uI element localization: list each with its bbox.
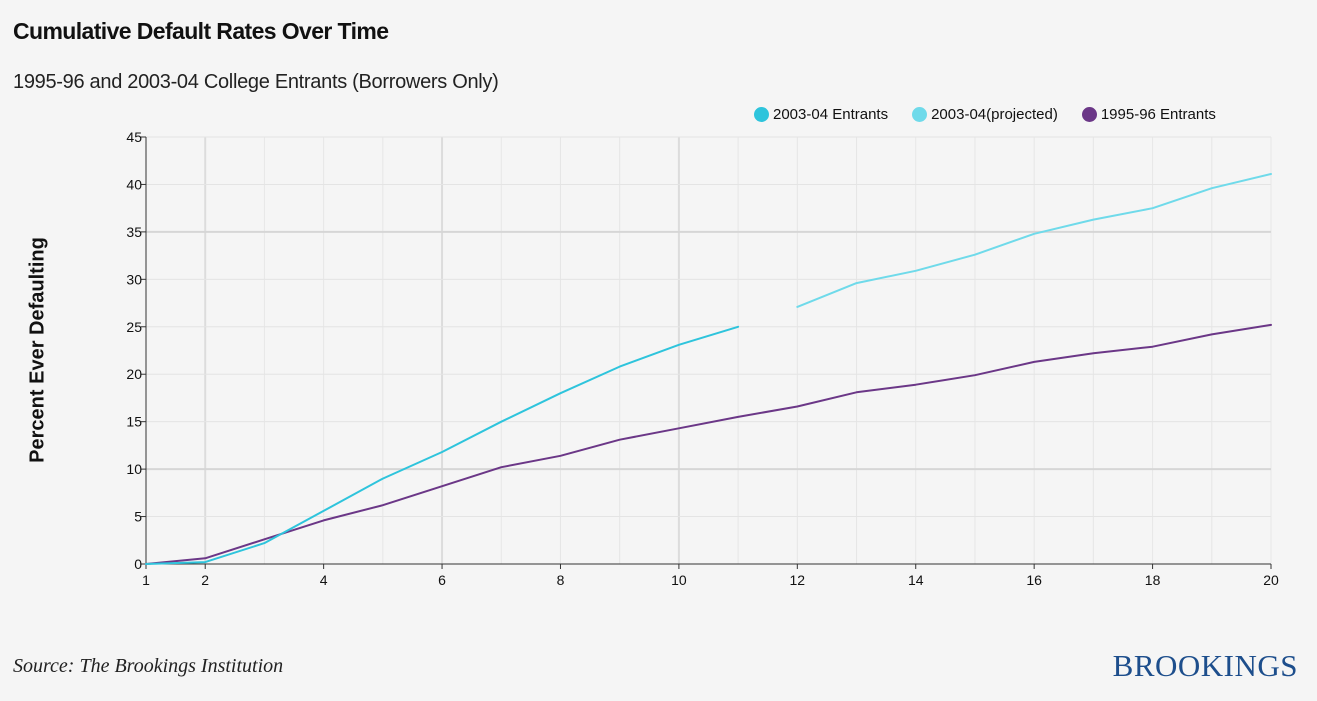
legend-label-1995-96-entrants: 1995-96 Entrants bbox=[1100, 106, 1216, 123]
x-tick-label: 6 bbox=[438, 572, 446, 588]
data-point-1995-96-entrants[interactable] bbox=[676, 425, 682, 431]
data-point-2003-04-projected[interactable] bbox=[1268, 171, 1274, 177]
data-point-2003-04-entrants[interactable] bbox=[498, 419, 504, 425]
data-point-2003-04-projected[interactable] bbox=[972, 252, 978, 258]
data-point-2003-04-projected[interactable] bbox=[913, 268, 919, 274]
series-line-2003-04-entrants bbox=[145, 325, 740, 565]
x-tick-label: 14 bbox=[908, 572, 924, 588]
y-tick-label: 25 bbox=[126, 319, 142, 335]
x-tick-label: 20 bbox=[1263, 572, 1279, 588]
y-tick-label: 15 bbox=[126, 414, 142, 430]
legend-item-1995-96-entrants[interactable]: 1995-96 Entrants bbox=[1081, 106, 1216, 123]
x-tick-label: 16 bbox=[1026, 572, 1042, 588]
data-point-2003-04-entrants[interactable] bbox=[261, 540, 267, 546]
y-tick-label: 35 bbox=[126, 224, 142, 240]
data-point-1995-96-entrants[interactable] bbox=[1150, 344, 1156, 350]
data-point-1995-96-entrants[interactable] bbox=[735, 414, 741, 420]
data-point-1995-96-entrants[interactable] bbox=[913, 382, 919, 388]
axes bbox=[141, 136, 1272, 569]
legend-marker-2003-04-projected bbox=[912, 107, 928, 122]
data-point-2003-04-entrants[interactable] bbox=[735, 324, 741, 330]
legend: 2003-04 Entrants 2003-04(projected) 1995… bbox=[754, 106, 1216, 123]
legend-label-2003-04-entrants: 2003-04 Entrants bbox=[773, 106, 889, 123]
data-point-1995-96-entrants[interactable] bbox=[321, 517, 327, 523]
data-point-2003-04-entrants[interactable] bbox=[380, 476, 386, 482]
data-point-2003-04-entrants[interactable] bbox=[202, 559, 208, 565]
data-point-1995-96-entrants[interactable] bbox=[380, 502, 386, 508]
data-point-2003-04-projected[interactable] bbox=[854, 280, 860, 286]
data-point-2003-04-projected[interactable] bbox=[1090, 217, 1096, 223]
y-tick-label: 30 bbox=[126, 271, 142, 287]
legend-label-2003-04-projected: 2003-04(projected) bbox=[931, 106, 1058, 123]
data-point-1995-96-entrants[interactable] bbox=[1090, 350, 1096, 356]
y-tick-label: 45 bbox=[126, 129, 142, 145]
data-point-2003-04-entrants[interactable] bbox=[676, 342, 682, 348]
series-line-1995-96-entrants bbox=[145, 323, 1272, 565]
data-point-2003-04-entrants[interactable] bbox=[557, 390, 563, 396]
x-tick-label: 18 bbox=[1145, 572, 1161, 588]
x-tick-label: 2 bbox=[201, 572, 209, 588]
x-tick-label: 4 bbox=[320, 572, 328, 588]
y-tick-label: 20 bbox=[126, 366, 142, 382]
y-tick-label: 10 bbox=[126, 461, 142, 477]
y-tick-label: 5 bbox=[134, 509, 142, 525]
x-tick-label: 1 bbox=[142, 572, 150, 588]
chart-subtitle: 1995-96 and 2003-04 College Entrants (Bo… bbox=[13, 71, 499, 93]
legend-item-2003-04-projected[interactable]: 2003-04(projected) bbox=[912, 106, 1058, 123]
x-tick-label: 10 bbox=[671, 572, 687, 588]
brookings-logo: BROOKINGS bbox=[1112, 648, 1298, 683]
data-point-2003-04-projected[interactable] bbox=[1031, 231, 1037, 237]
data-point-1995-96-entrants[interactable] bbox=[1268, 322, 1274, 328]
x-tick-label: 12 bbox=[790, 572, 806, 588]
data-point-1995-96-entrants[interactable] bbox=[854, 389, 860, 395]
data-point-1995-96-entrants[interactable] bbox=[498, 464, 504, 470]
data-point-2003-04-entrants[interactable] bbox=[617, 364, 623, 370]
series-line-2003-04-projected bbox=[796, 173, 1272, 308]
source-note: Source: The Brookings Institution bbox=[13, 655, 284, 677]
data-point-1995-96-entrants[interactable] bbox=[439, 483, 445, 489]
data-point-1995-96-entrants[interactable] bbox=[557, 453, 563, 459]
y-tick-label: 40 bbox=[126, 176, 142, 192]
data-point-1995-96-entrants[interactable] bbox=[794, 403, 800, 409]
x-tick-label: 8 bbox=[557, 572, 565, 588]
chart-title: Cumulative Default Rates Over Time bbox=[13, 18, 389, 44]
series-lines bbox=[143, 171, 1274, 567]
data-point-2003-04-projected[interactable] bbox=[794, 304, 800, 310]
legend-marker-1995-96-entrants bbox=[1081, 107, 1097, 122]
data-point-2003-04-projected[interactable] bbox=[1150, 205, 1156, 211]
data-point-1995-96-entrants[interactable] bbox=[617, 437, 623, 443]
data-point-1995-96-entrants[interactable] bbox=[1031, 359, 1037, 365]
grid-lines bbox=[146, 136, 1272, 564]
data-point-1995-96-entrants[interactable] bbox=[1209, 331, 1215, 337]
y-tick-label: 0 bbox=[134, 556, 142, 572]
data-point-2003-04-projected[interactable] bbox=[1209, 185, 1215, 191]
legend-marker-2003-04-entrants bbox=[754, 107, 769, 122]
data-point-2003-04-entrants[interactable] bbox=[321, 508, 327, 514]
data-point-1995-96-entrants[interactable] bbox=[972, 372, 978, 378]
data-point-2003-04-entrants[interactable] bbox=[143, 561, 149, 567]
legend-item-2003-04-entrants[interactable]: 2003-04 Entrants bbox=[754, 106, 888, 123]
data-point-2003-04-entrants[interactable] bbox=[439, 449, 445, 455]
